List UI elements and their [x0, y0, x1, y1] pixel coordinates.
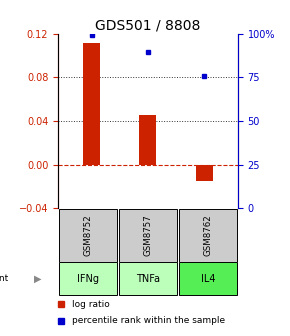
- Title: GDS501 / 8808: GDS501 / 8808: [95, 18, 201, 33]
- Text: GSM8762: GSM8762: [203, 214, 212, 256]
- Bar: [196, 165, 213, 181]
- Bar: [139, 116, 156, 165]
- Bar: [119, 209, 177, 261]
- Text: GSM8757: GSM8757: [143, 214, 153, 256]
- Bar: [179, 209, 237, 261]
- Text: IFNg: IFNg: [77, 274, 99, 284]
- Text: IL4: IL4: [201, 274, 215, 284]
- Bar: [59, 209, 117, 261]
- Text: TNFa: TNFa: [136, 274, 160, 284]
- Bar: [179, 262, 237, 295]
- Bar: [59, 262, 117, 295]
- Text: ▶: ▶: [34, 274, 41, 284]
- Text: GSM8752: GSM8752: [84, 214, 93, 256]
- Text: percentile rank within the sample: percentile rank within the sample: [72, 317, 226, 325]
- Text: agent: agent: [0, 275, 9, 283]
- Bar: [119, 262, 177, 295]
- Text: log ratio: log ratio: [72, 300, 110, 308]
- Bar: [83, 43, 100, 165]
